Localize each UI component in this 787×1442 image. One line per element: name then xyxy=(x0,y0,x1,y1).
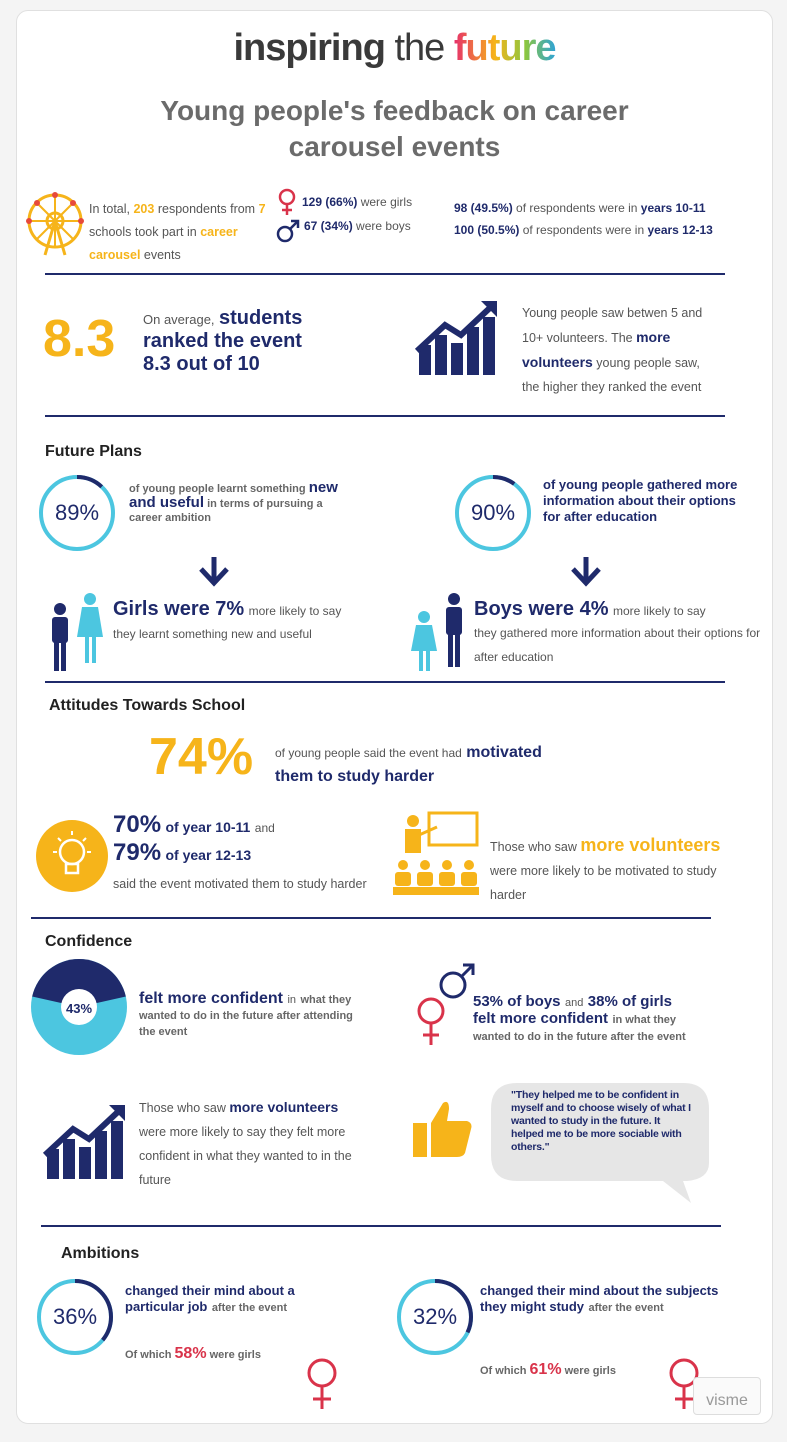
volunteers-rank-text: Young people saw betwen 5 and 10+ volunt… xyxy=(522,306,703,394)
years-10-11: 98 (49.5%) of respondents were in years … xyxy=(454,201,706,215)
arrow-down-icon xyxy=(199,557,229,587)
volunteers-motivation-text: Those who saw more volunteers were more … xyxy=(490,835,721,902)
progress-ring-90 xyxy=(455,475,531,551)
divider xyxy=(31,917,711,919)
arrow-down-icon xyxy=(571,557,601,587)
visme-logo-text: visme xyxy=(706,1392,748,1409)
pct-36: 36% xyxy=(52,1304,98,1329)
divider xyxy=(41,1225,721,1227)
years-12-13: 100 (50.5%) of respondents were in years… xyxy=(454,223,713,237)
visme-watermark: visme xyxy=(693,1377,761,1415)
pct-89: 89% xyxy=(54,500,100,525)
progress-ring-32 xyxy=(397,1279,473,1355)
girls-count: 129 (66%) were girls xyxy=(302,195,413,209)
attitudes-text: of young people said the event had motiv… xyxy=(275,744,542,785)
pct-32: 32% xyxy=(412,1304,458,1329)
pie-chart xyxy=(31,959,127,1055)
progress-ring-36 xyxy=(37,1279,113,1355)
ambition-right-text: changed their mind about the subjects th… xyxy=(480,1283,719,1314)
progress-ring-89 xyxy=(39,475,115,551)
future-left-text: of young people learnt something new and… xyxy=(129,479,338,524)
boy-girl-icon xyxy=(52,593,103,671)
section-attitudes: Attitudes Towards School xyxy=(49,697,246,714)
girls-more-likely: Girls were 7% more likely to say they le… xyxy=(113,598,342,641)
female-symbol-icon xyxy=(307,1358,337,1409)
testimonial-quote: "They helped me to be confident in mysel… xyxy=(511,1089,691,1153)
section-ambitions: Ambitions xyxy=(61,1245,140,1262)
volunteers-confidence-text: Those who saw more volunteers were more … xyxy=(139,1099,352,1187)
growth-chart-icon xyxy=(43,1105,125,1179)
section-confidence: Confidence xyxy=(45,933,133,950)
girl-boy-icon xyxy=(411,593,462,671)
logo-future: future xyxy=(453,27,557,69)
intro-total: In total, 203 respondents from 7 schools… xyxy=(89,202,266,262)
logo-inspiring: inspiring xyxy=(233,27,385,69)
rank-big-number: 8.3 xyxy=(43,310,116,368)
divider xyxy=(45,415,725,417)
pct-90: 90% xyxy=(470,500,516,525)
pie-pct: 43% xyxy=(65,1001,93,1016)
logo-the: the xyxy=(394,27,445,69)
female-symbol-icon xyxy=(669,1358,699,1409)
attitudes-big-number: 74% xyxy=(149,728,254,786)
motivated-text: said the event motivated them to study h… xyxy=(113,877,367,891)
divider xyxy=(45,681,725,683)
female-symbol-icon xyxy=(278,188,296,215)
logo: inspiring the future xyxy=(17,27,772,70)
ambition-right-girls: Of which 61% were girls xyxy=(480,1361,616,1378)
divider xyxy=(45,273,725,275)
ambition-left-girls: Of which 58% were girls xyxy=(125,1345,261,1362)
gender-symbols-icon xyxy=(417,963,475,1045)
section-future-plans: Future Plans xyxy=(45,443,142,460)
boys-more-likely: Boys were 4% more likely to say they gat… xyxy=(474,598,761,664)
speech-bubble xyxy=(491,1083,709,1203)
ambition-left-text: changed their mind about a particular jo… xyxy=(125,1283,295,1314)
future-right-text: of young people gathered more informatio… xyxy=(543,477,738,524)
male-symbol-icon xyxy=(276,219,300,243)
classroom-icon xyxy=(393,811,479,895)
growth-chart-icon xyxy=(415,301,497,375)
infographic-card: inspiring the future Young people's feed… xyxy=(16,10,773,1424)
lightbulb-icon xyxy=(36,820,108,892)
rank-text: On average, students ranked the event 8.… xyxy=(143,307,303,375)
page-title: Young people's feedback on career carous… xyxy=(160,95,629,162)
thumbs-up-icon xyxy=(413,1101,472,1157)
boys-count: 67 (34%) were boys xyxy=(304,219,411,233)
ferris-wheel-icon xyxy=(26,192,84,256)
gender-confidence-text: 53% of boys and 38% of girls felt more c… xyxy=(473,993,686,1043)
year-breakdown: 70% of year 10-11 and 79% of year 12-13 xyxy=(113,811,275,866)
confidence-text: felt more confident in what they wanted … xyxy=(139,990,353,1039)
